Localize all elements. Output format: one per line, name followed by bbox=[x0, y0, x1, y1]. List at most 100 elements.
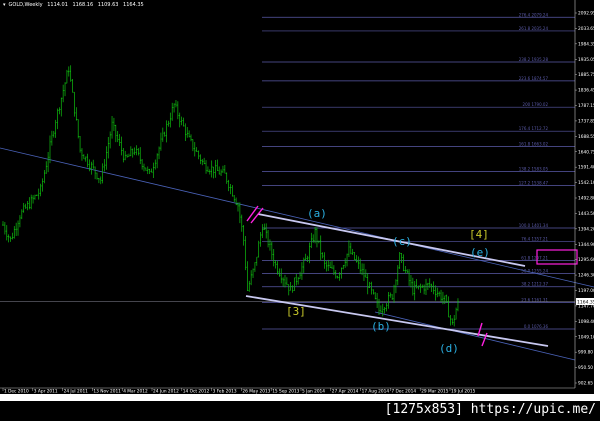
price-bar bbox=[376, 293, 378, 309]
price-bar bbox=[357, 256, 360, 269]
price-bar bbox=[84, 156, 87, 162]
price-bar bbox=[284, 274, 286, 288]
price-bar bbox=[329, 261, 331, 268]
high-value: 1168.16 bbox=[72, 2, 94, 8]
price-bar bbox=[430, 283, 433, 292]
price-bar bbox=[32, 195, 34, 204]
price-bar bbox=[419, 283, 422, 293]
long-trendline[interactable] bbox=[0, 147, 595, 288]
price-bar bbox=[240, 214, 243, 232]
current-price-label: 1164.35 bbox=[577, 300, 596, 306]
price-bar bbox=[246, 261, 249, 292]
price-bar bbox=[278, 268, 281, 277]
price-bar bbox=[107, 137, 110, 159]
price-bar bbox=[250, 270, 252, 286]
price-bar bbox=[346, 253, 348, 267]
price-bar bbox=[263, 223, 266, 231]
wave-label: (e) bbox=[470, 246, 490, 259]
price-bar bbox=[90, 161, 93, 175]
price-bar bbox=[248, 280, 251, 292]
price-bar bbox=[111, 115, 113, 139]
price-bar bbox=[15, 222, 17, 237]
target-highlight-box bbox=[536, 249, 578, 265]
price-tick-label: 902.65 bbox=[578, 381, 593, 387]
price-tick-label: 1591.40 bbox=[578, 165, 596, 171]
price-bar bbox=[24, 203, 27, 209]
channel-lower-line[interactable] bbox=[245, 295, 549, 347]
fib-level-label: 161.8 1663.02 bbox=[519, 142, 549, 147]
date-tick-label: 5 Jan 2014 bbox=[302, 389, 325, 395]
price-bar bbox=[175, 100, 177, 108]
price-bar bbox=[417, 285, 420, 290]
price-tick-label: 1344.90 bbox=[578, 242, 596, 248]
price-bar bbox=[216, 159, 219, 172]
price-bar bbox=[105, 146, 108, 170]
lower-trendline[interactable] bbox=[374, 311, 576, 361]
price-bar bbox=[395, 279, 397, 294]
price-bar bbox=[150, 168, 153, 173]
price-bar bbox=[64, 82, 66, 97]
price-bar bbox=[75, 107, 78, 121]
date-tick-label: 24 Jun 2012 bbox=[153, 389, 179, 395]
price-bar bbox=[440, 289, 442, 303]
price-bar bbox=[297, 276, 299, 285]
price-bar bbox=[169, 112, 172, 128]
low-value: 1109.63 bbox=[97, 2, 119, 8]
price-bar bbox=[387, 291, 390, 309]
price-bar bbox=[47, 151, 49, 173]
fib-level-label: 0.0 1076.36 bbox=[524, 324, 549, 329]
price-bar bbox=[361, 263, 363, 276]
price-bar bbox=[56, 108, 59, 130]
price-bar bbox=[295, 273, 298, 286]
chart-header: ▾ GOLD,Weekly 1114.01 1168.16 1109.63 116… bbox=[3, 2, 147, 8]
price-bar bbox=[34, 194, 36, 200]
price-bar bbox=[455, 307, 457, 320]
price-bar bbox=[180, 116, 183, 126]
fib-level-label: 50.0 1255.24 bbox=[521, 268, 548, 273]
price-bar bbox=[256, 256, 258, 266]
price-bar bbox=[365, 269, 367, 278]
price-bar bbox=[133, 147, 136, 156]
price-bar bbox=[331, 260, 333, 269]
date-tick-label: 3 Feb 2013 bbox=[213, 389, 237, 395]
price-bar bbox=[380, 305, 382, 313]
header-bullet: ▾ bbox=[3, 2, 6, 8]
price-bar bbox=[444, 295, 446, 305]
price-bar bbox=[37, 188, 40, 200]
price-bar bbox=[137, 148, 140, 156]
price-bar bbox=[122, 147, 125, 163]
price-bar bbox=[372, 289, 375, 295]
wave-label: [3] bbox=[286, 305, 306, 318]
price-bar bbox=[312, 234, 314, 243]
price-bar bbox=[269, 239, 271, 251]
price-bar bbox=[51, 130, 53, 146]
price-bar bbox=[421, 284, 424, 289]
price-bar bbox=[286, 277, 288, 286]
price-bar bbox=[344, 258, 346, 268]
channel-upper-line[interactable] bbox=[257, 213, 526, 267]
price-tick-label: 1984.35 bbox=[578, 41, 596, 47]
price-bar bbox=[378, 298, 380, 316]
price-bar bbox=[4, 222, 6, 235]
price-bar bbox=[126, 154, 128, 158]
price-tick-label: 1542.10 bbox=[578, 180, 596, 186]
fib-level-label: 138.2 1583.05 bbox=[519, 167, 549, 172]
price-bar bbox=[447, 296, 450, 318]
price-bar bbox=[167, 120, 170, 127]
price-bar bbox=[400, 252, 403, 263]
price-bar bbox=[385, 303, 388, 312]
price-bar bbox=[449, 315, 452, 326]
fib-level-label: 61.8 1297.21 bbox=[521, 255, 548, 260]
price-bar bbox=[340, 267, 343, 279]
price-bar bbox=[321, 252, 324, 259]
price-bar bbox=[348, 240, 350, 257]
price-bar bbox=[19, 215, 21, 228]
price-tick-label: 1443.50 bbox=[578, 211, 596, 217]
price-bar bbox=[237, 202, 239, 212]
price-bar bbox=[408, 269, 410, 286]
price-bar bbox=[96, 172, 98, 180]
price-bar bbox=[425, 278, 427, 296]
price-bar bbox=[118, 134, 121, 147]
price-bar bbox=[68, 66, 70, 77]
